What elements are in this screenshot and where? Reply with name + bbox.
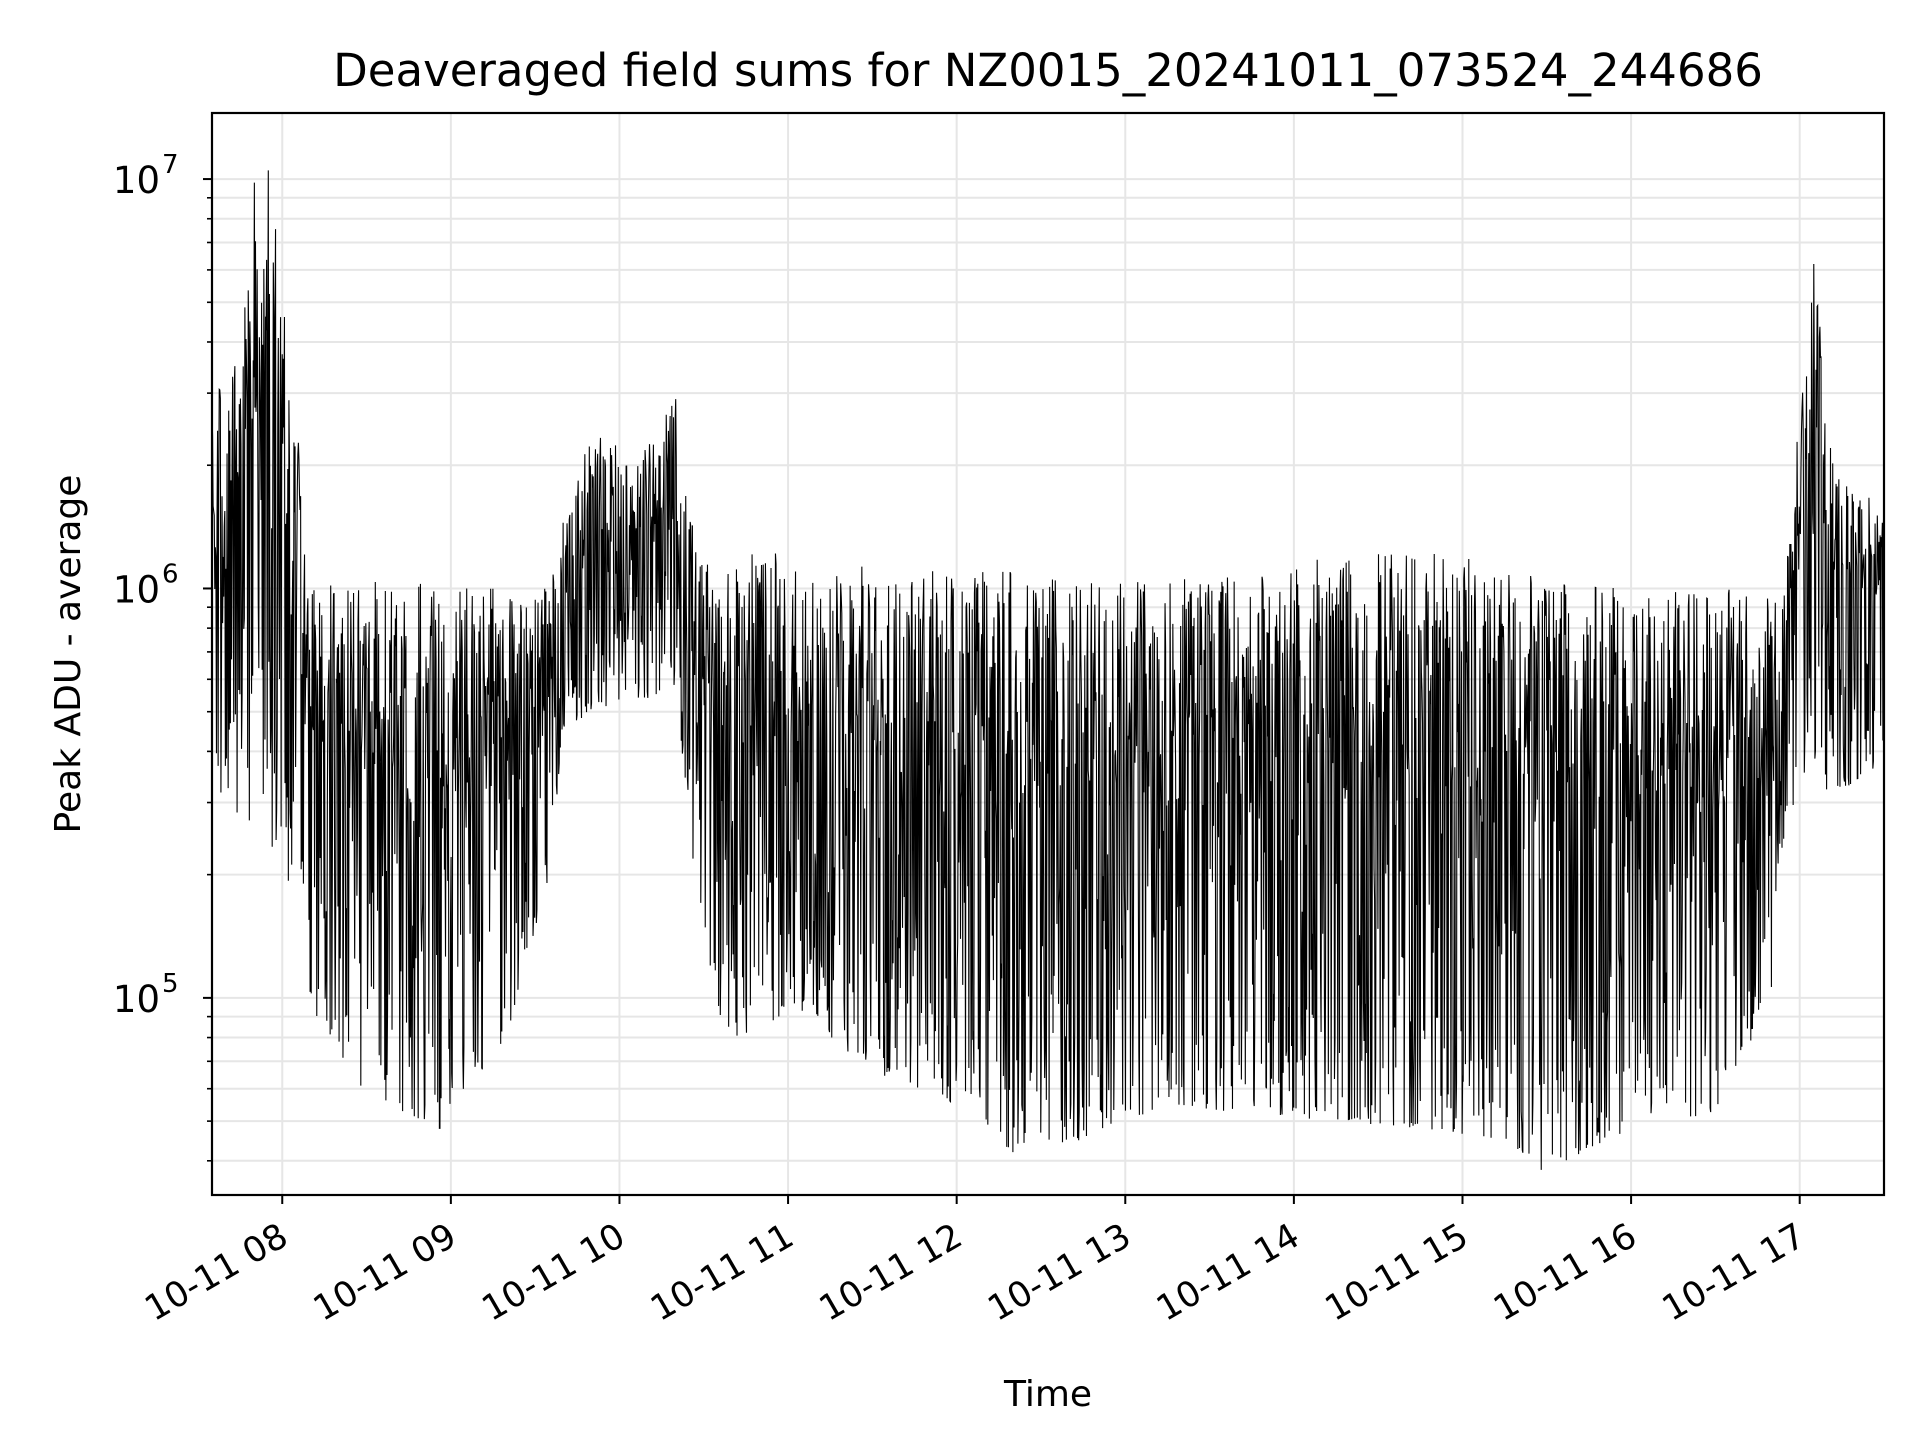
y-tick-label: 10: [113, 159, 160, 202]
y-tick-exponent: 5: [162, 969, 179, 999]
y-tick-exponent: 7: [162, 150, 179, 180]
y-tick-exponent: 6: [162, 559, 179, 589]
y-axis-label: Peak ADU - average: [48, 475, 89, 834]
x-axis-label: Time: [1003, 1374, 1092, 1415]
y-tick-label: 10: [113, 568, 160, 611]
series-line: [211, 170, 1885, 1170]
plot-frame: [210, 111, 1886, 1197]
series-line-group: [211, 170, 1885, 1170]
y-tick-label: 10: [113, 978, 160, 1021]
chart-title: Deaveraged field sums for NZ0015_2024101…: [333, 44, 1763, 97]
